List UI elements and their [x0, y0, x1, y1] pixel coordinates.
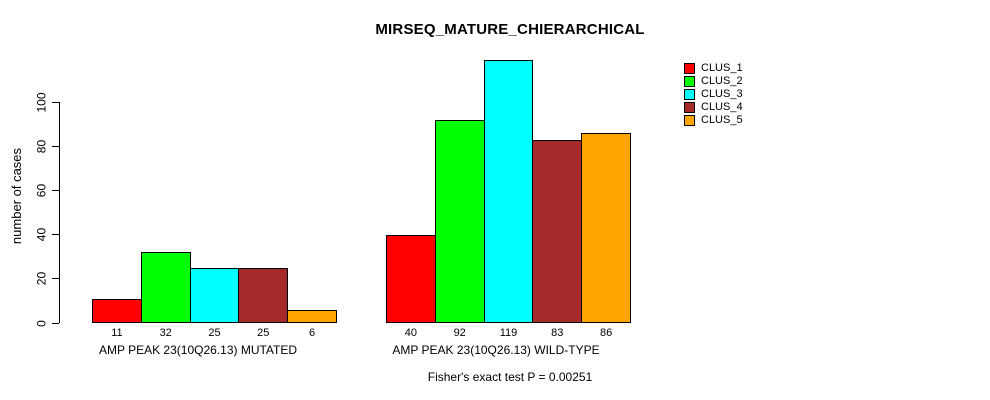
y-tick-label: 0	[34, 319, 49, 327]
bar-value-label: 86	[599, 327, 613, 339]
bar-clus_5-group1	[287, 309, 337, 323]
legend-swatch-clus_5	[684, 115, 695, 126]
legend-label: CLUS_4	[701, 101, 743, 113]
y-axis-label: number of cases	[9, 147, 24, 245]
bar-clus_3-group1	[189, 267, 240, 323]
legend-item-clus_5: CLUS_5	[684, 114, 743, 127]
legend-item-clus_1: CLUS_1	[684, 62, 743, 75]
legend-label: CLUS_3	[701, 88, 743, 100]
y-tick-label: 40	[34, 227, 49, 242]
x-group-label-wild-type: AMP PEAK 23(10Q26.13) WILD-TYPE	[392, 343, 600, 357]
bar-value-label: 40	[404, 327, 418, 339]
y-tick-mark	[52, 101, 59, 103]
legend-item-clus_4: CLUS_4	[684, 101, 743, 114]
legend-item-clus_2: CLUS_2	[684, 75, 743, 88]
y-tick-label: 20	[34, 272, 49, 286]
y-axis-line	[59, 101, 60, 323]
legend-label: CLUS_2	[701, 75, 743, 87]
bar-value-label: 119	[499, 327, 518, 339]
bar-clus_4-group1	[238, 267, 289, 323]
chart-title: MIRSEQ_MATURE_CHIERARCHICAL	[375, 21, 645, 38]
legend-item-clus_3: CLUS_3	[684, 88, 743, 101]
y-tick-label: 60	[34, 183, 49, 198]
bar-clus_2-group1	[140, 252, 191, 323]
bar-value-label: 83	[551, 327, 564, 339]
legend-swatch-clus_1	[684, 63, 695, 74]
bar-clus_5-group2	[581, 132, 631, 323]
bar-clus_1-group2	[386, 234, 436, 323]
y-tick-mark	[52, 322, 59, 324]
bar-value-label: 6	[309, 327, 316, 339]
bar-clus_2-group2	[434, 119, 485, 323]
legend-label: CLUS_5	[701, 114, 743, 126]
y-tick-mark	[52, 189, 59, 191]
bar-value-label: 11	[111, 327, 123, 339]
x-group-label-mutated: AMP PEAK 23(10Q26.13) MUTATED	[98, 343, 298, 357]
bar-clus_4-group2	[532, 139, 583, 323]
y-tick-mark	[52, 145, 59, 147]
fisher-test-caption: Fisher's exact test P = 0.00251	[427, 370, 593, 384]
y-tick-label: 80	[34, 139, 49, 153]
bar-value-label: 25	[208, 327, 221, 339]
legend-label: CLUS_1	[701, 62, 743, 74]
legend-swatch-clus_3	[684, 89, 695, 100]
y-tick-label: 100	[34, 91, 49, 113]
y-tick-mark	[52, 278, 59, 280]
bar-value-label: 25	[257, 327, 270, 339]
bar-value-label: 32	[159, 327, 172, 339]
y-tick-mark	[52, 234, 59, 236]
bar-clus_3-group2	[483, 60, 534, 323]
bar-value-label: 92	[453, 327, 466, 339]
legend-swatch-clus_4	[684, 102, 695, 113]
legend: CLUS_1 CLUS_2 CLUS_3 CLUS_4 CLUS_5	[684, 62, 743, 127]
legend-swatch-clus_2	[684, 76, 695, 87]
bar-clus_1-group1	[92, 298, 142, 323]
